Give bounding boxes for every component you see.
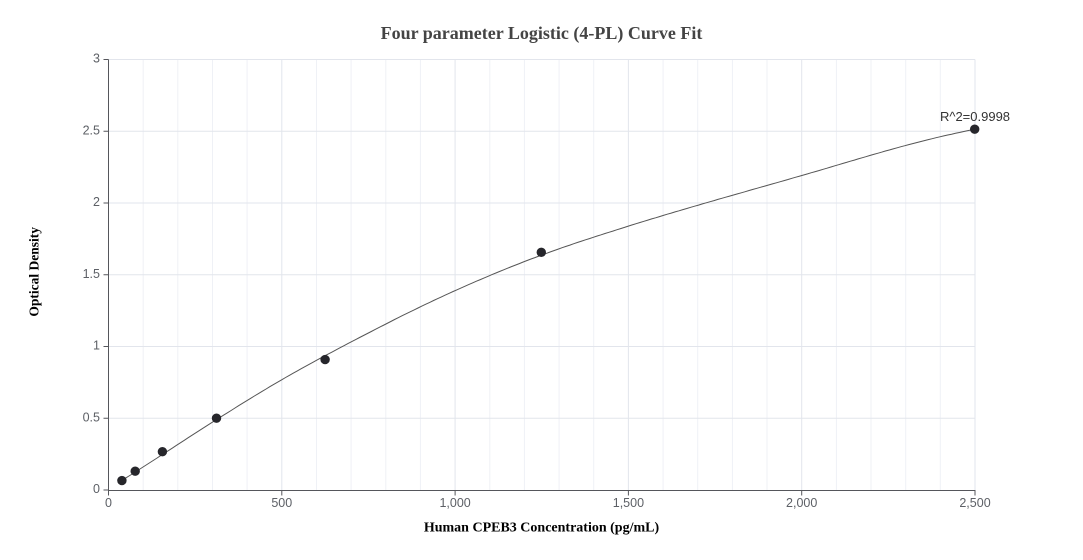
svg-text:2: 2 [93,195,100,209]
svg-text:0: 0 [105,496,112,510]
svg-text:2,000: 2,000 [786,496,817,510]
svg-text:1,500: 1,500 [613,496,644,510]
svg-text:500: 500 [271,496,292,510]
svg-text:1.5: 1.5 [83,267,100,281]
svg-text:2.5: 2.5 [83,123,100,137]
svg-text:Optical Density: Optical Density [27,227,42,317]
svg-text:1,000: 1,000 [439,496,470,510]
svg-text:R^2=0.9998: R^2=0.9998 [940,109,1010,124]
svg-text:3: 3 [93,52,100,66]
svg-text:1: 1 [93,339,100,353]
svg-text:Four parameter Logistic (4-PL): Four parameter Logistic (4-PL) Curve Fit [381,23,703,44]
svg-text:2,500: 2,500 [959,496,990,510]
svg-text:0.5: 0.5 [83,410,100,424]
svg-text:0: 0 [93,482,100,496]
svg-text:Human CPEB3 Concentration (pg/: Human CPEB3 Concentration (pg/mL) [424,521,660,536]
